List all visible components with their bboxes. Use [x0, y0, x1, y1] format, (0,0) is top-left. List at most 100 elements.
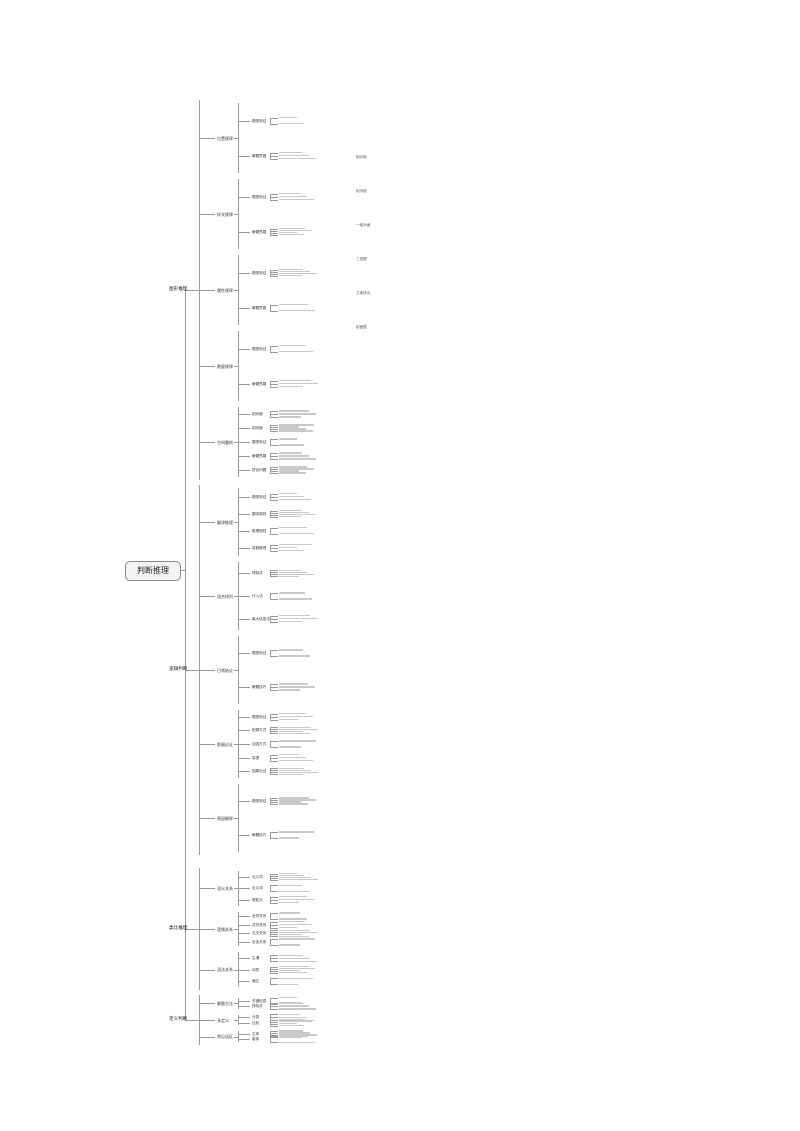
sub-node-0-3[interactable]: 数量规律: [217, 363, 233, 369]
leaf-node-0-2-0[interactable]: 题型特征: [252, 270, 267, 275]
sub-node-2-1[interactable]: 逻辑关系: [217, 926, 233, 932]
leaf-node-3-0-0[interactable]: 关键信息: [252, 998, 267, 1003]
sub-node-3-0[interactable]: 解题方法: [217, 1000, 233, 1006]
detail-text-line: [279, 728, 318, 730]
annotation-5[interactable]: 剖面图: [356, 325, 367, 329]
leaf-node-2-0-2[interactable]: 褒贬义: [252, 897, 263, 902]
sub-node-0-4[interactable]: 空间重构: [217, 439, 233, 445]
leaf-node-1-4-0[interactable]: 题型特征: [252, 799, 267, 803]
branch-node-3[interactable]: 定义判断: [169, 1017, 188, 1022]
leaf-node-0-4-4[interactable]: 拼合问题: [252, 468, 267, 472]
detail-connector: [270, 687, 278, 688]
annotation-4[interactable]: 立体拼合: [356, 291, 371, 295]
sub-node-1-3[interactable]: 削弱论证: [217, 741, 233, 747]
leaf-node-1-1-0[interactable]: 排除法: [252, 571, 263, 576]
detail-connector: [270, 832, 278, 833]
leaf-node-0-1-1[interactable]: 解题思路: [252, 229, 267, 234]
detail-connector: [270, 727, 278, 729]
annotation-0[interactable]: 相对面: [356, 155, 367, 159]
branch-node-1[interactable]: 逻辑判断: [169, 667, 188, 672]
leaf-node-2-2-0[interactable]: 主谓: [252, 956, 260, 961]
annotation-1[interactable]: 相邻面: [356, 189, 367, 193]
sub-node-0-0[interactable]: 位置规律: [217, 135, 233, 141]
leaf-node-1-0-3[interactable]: 真假推理: [252, 545, 267, 550]
leaf-node-1-0-2[interactable]: 推理规则: [252, 528, 267, 533]
leaf-node-0-4-2[interactable]: 题型特征: [252, 440, 267, 444]
branch-node-0[interactable]: 图形推理: [169, 287, 188, 292]
detail-text-line: [279, 935, 309, 937]
detail-connector: [270, 383, 278, 385]
leaf-node-1-3-4[interactable]: 因果论证: [252, 769, 267, 774]
leaf-node-3-2-0[interactable]: 主体: [252, 1032, 260, 1036]
leaf-node-0-4-3[interactable]: 解题思路: [252, 454, 267, 458]
leaf-connector: [238, 687, 250, 688]
leaf-node-1-4-1[interactable]: 解题技巧: [252, 833, 267, 837]
detail-connector: [270, 527, 278, 529]
detail-connector: [270, 414, 278, 415]
annotation-3[interactable]: 三视图: [356, 257, 367, 261]
root-node[interactable]: 判断推理: [125, 561, 181, 581]
leaf-node-0-2-1[interactable]: 解题思路: [252, 305, 267, 310]
detail-connector: [270, 934, 278, 936]
sub-node-1-0[interactable]: 翻译推理: [217, 519, 233, 525]
leaf-node-2-1-1[interactable]: 并列关系: [252, 922, 267, 927]
sub-node-1-1[interactable]: 组合排列: [217, 593, 233, 599]
detail-connector: [270, 978, 278, 979]
detail-text-line: [279, 740, 316, 742]
leaf-connector: [238, 547, 250, 549]
detail-text-line: [279, 771, 318, 773]
leaf-node-1-1-2[interactable]: 最大信息法: [252, 616, 270, 621]
sub-node-0-1[interactable]: 样式规律: [217, 211, 233, 217]
leaf-node-1-3-2[interactable]: 加强方式: [252, 742, 267, 746]
leaf-node-0-3-1[interactable]: 解题思路: [252, 381, 267, 386]
detail-text-line: [279, 511, 309, 514]
branch-node-2[interactable]: 类比推理: [169, 926, 188, 931]
leaf-node-0-0-1[interactable]: 解题思路: [252, 153, 267, 158]
leaf-node-1-0-1[interactable]: 翻译规则: [252, 511, 267, 516]
sub-node-3-1[interactable]: 多定义: [217, 1017, 229, 1023]
detail-connector: [270, 593, 278, 594]
leaf-node-0-4-1[interactable]: 相邻面: [252, 426, 263, 430]
leaf-node-3-2-1[interactable]: 客体: [252, 1037, 260, 1042]
sub-node-2-2[interactable]: 语法关系: [217, 967, 233, 973]
detail-connector: [270, 310, 278, 312]
leaf-node-0-4-0[interactable]: 相对面: [252, 412, 263, 416]
leaf-node-2-2-1[interactable]: 动宾: [252, 967, 260, 972]
leaf-node-2-2-2[interactable]: 偏正: [252, 979, 260, 984]
leaf-node-2-1-0[interactable]: 全同关系: [252, 914, 267, 918]
detail-connector: [270, 997, 278, 999]
sub-node-1-2[interactable]: 日常结论: [217, 667, 233, 673]
leaf-node-1-0-0[interactable]: 题型特征: [252, 494, 267, 499]
leaf-connector: [238, 573, 250, 575]
leaf-node-3-1-0[interactable]: 分类: [252, 1015, 260, 1020]
detail-connector: [270, 425, 278, 426]
sub-node-1-4[interactable]: 原因解释: [217, 815, 233, 821]
leaf-node-3-1-1[interactable]: 比较: [252, 1020, 260, 1025]
sub-node-3-2[interactable]: 常见误区: [217, 1034, 233, 1040]
detail-text-line: [279, 495, 304, 498]
sub-node-0-2[interactable]: 属性规律: [217, 287, 233, 293]
detail-text-line: [279, 122, 304, 125]
leaf-node-3-0-1[interactable]: 排除法: [252, 1004, 263, 1008]
leaf-node-0-1-0[interactable]: 题型特征: [252, 194, 267, 199]
leaf-connector: [238, 1000, 250, 1002]
leaf-node-0-0-0[interactable]: 题型特征: [252, 118, 267, 123]
detail-connector: [270, 199, 278, 201]
detail-text-line: [279, 754, 299, 756]
detail-text-line: [279, 873, 297, 875]
leaf-node-1-1-1[interactable]: 代入法: [252, 594, 263, 598]
leaf-node-1-3-0[interactable]: 题型特征: [252, 714, 267, 719]
leaf-node-2-0-1[interactable]: 反义词: [252, 886, 263, 891]
detail-text-line: [279, 192, 300, 195]
leaf-node-0-3-0[interactable]: 题型特征: [252, 346, 267, 351]
leaf-node-1-3-1[interactable]: 削弱方式: [252, 728, 267, 733]
leaf-node-2-0-0[interactable]: 近义词: [252, 874, 263, 879]
sub-node-2-0[interactable]: 语义关系: [217, 885, 233, 891]
leaf-node-1-2-0[interactable]: 题型特征: [252, 651, 267, 655]
leaf-node-1-3-3[interactable]: 前提: [252, 755, 260, 760]
leaf-node-1-2-1[interactable]: 解题技巧: [252, 685, 267, 689]
detail-connector: [270, 896, 278, 898]
annotation-2[interactable]: 一组对面: [356, 223, 371, 227]
leaf-node-2-1-2[interactable]: 交叉关系: [252, 931, 267, 936]
leaf-node-2-1-3[interactable]: 包含关系: [252, 940, 267, 944]
